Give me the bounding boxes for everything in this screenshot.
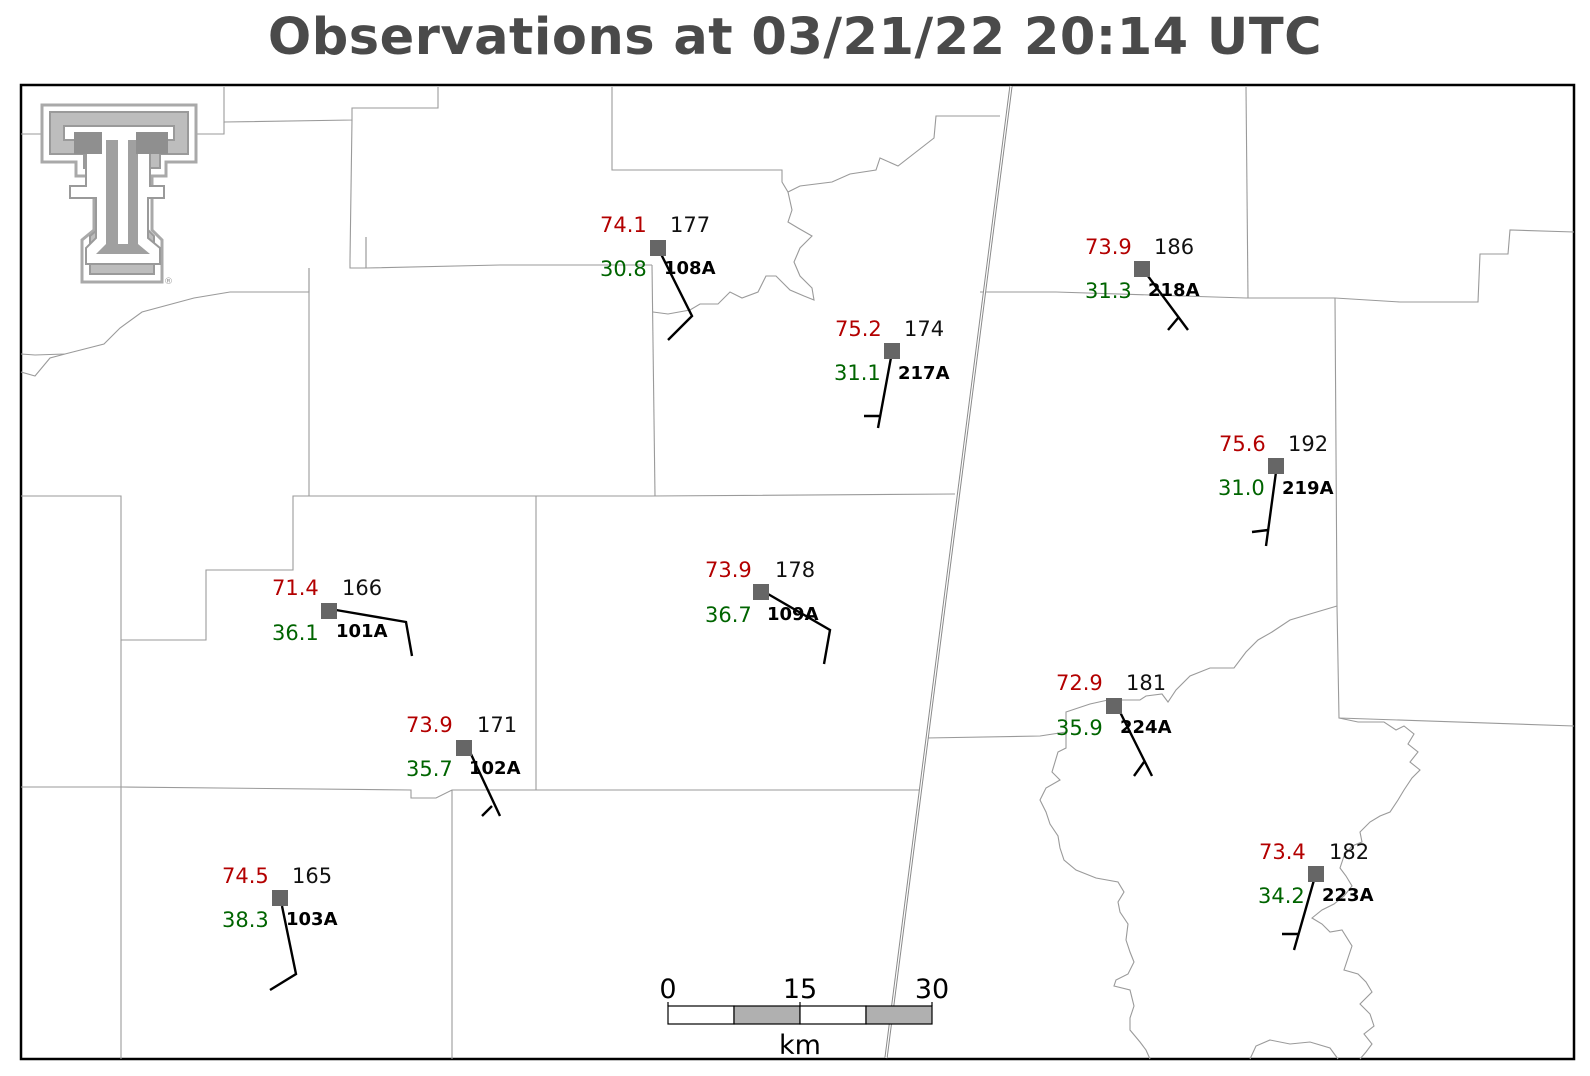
- dewpoint-value: 34.2: [1258, 884, 1305, 908]
- registered-mark: ®: [164, 277, 173, 287]
- station-id: 223A: [1322, 885, 1374, 906]
- wind-barb: [1118, 711, 1154, 777]
- pressure-value: 171: [477, 713, 517, 737]
- map-title: Observations at 03/21/22 20:14 UTC: [267, 8, 1323, 67]
- wind-barb: [1282, 879, 1316, 951]
- station-219A[interactable]: 75.6 192 31.0 219A: [1218, 432, 1334, 547]
- temperature-value: 74.1: [600, 213, 647, 237]
- station-id: 108A: [664, 258, 716, 279]
- wind-barb: [1251, 471, 1278, 547]
- station-101A[interactable]: 71.4 166 36.1 101A: [272, 576, 414, 657]
- temperature-value: 71.4: [272, 576, 319, 600]
- dewpoint-value: 36.7: [705, 603, 752, 627]
- station-marker: [753, 584, 769, 600]
- station-224A[interactable]: 72.9 181 35.9 224A: [1056, 671, 1172, 777]
- dewpoint-value: 35.7: [406, 757, 453, 781]
- station-id: 109A: [767, 604, 819, 625]
- temperature-value: 73.9: [1085, 235, 1132, 259]
- station-marker: [650, 240, 666, 256]
- dewpoint-value: 30.8: [600, 257, 647, 281]
- scale-tick-30: 30: [915, 974, 949, 1005]
- state-boundary: [884, 85, 1013, 1059]
- station-marker: [1106, 698, 1122, 714]
- station-109A[interactable]: 73.9 178 36.7 109A: [705, 558, 832, 665]
- station-108A[interactable]: 74.1 177 30.8 108A: [600, 213, 716, 341]
- station-marker: [884, 343, 900, 359]
- station-id: 218A: [1148, 280, 1200, 301]
- station-id: 219A: [1282, 478, 1334, 499]
- temperature-value: 75.2: [835, 317, 882, 341]
- wind-barb: [468, 751, 502, 817]
- station-marker: [321, 603, 337, 619]
- wind-barb: [864, 351, 894, 429]
- pressure-value: 182: [1329, 840, 1369, 864]
- scale-tick-0: 0: [659, 974, 676, 1005]
- station-id: 103A: [286, 909, 338, 930]
- pressure-value: 186: [1154, 235, 1194, 259]
- wind-barb: [656, 247, 694, 341]
- station-marker: [272, 890, 288, 906]
- station-217A[interactable]: 75.2 174 31.1 217A: [834, 317, 950, 429]
- station-marker: [1308, 866, 1324, 882]
- station-id: 217A: [898, 363, 950, 384]
- station-id: 101A: [336, 621, 388, 642]
- pressure-value: 192: [1288, 432, 1328, 456]
- temperature-value: 74.5: [222, 864, 269, 888]
- dewpoint-value: 35.9: [1056, 716, 1103, 740]
- county-boundaries: [20, 86, 1575, 1060]
- texas-tech-logo: [40, 103, 198, 284]
- station-223A[interactable]: 73.4 182 34.2 223A: [1258, 840, 1374, 951]
- pressure-value: 174: [904, 317, 944, 341]
- wind-barb: [1141, 267, 1189, 331]
- dewpoint-value: 36.1: [272, 621, 319, 645]
- pressure-value: 178: [775, 558, 815, 582]
- wind-barb: [269, 905, 298, 992]
- wind-barb: [767, 592, 832, 665]
- station-id: 224A: [1120, 717, 1172, 738]
- station-id: 102A: [469, 758, 521, 779]
- dewpoint-value: 38.3: [222, 908, 269, 932]
- station-marker: [1268, 458, 1284, 474]
- scale-unit: km: [779, 1030, 821, 1061]
- dewpoint-value: 31.0: [1218, 476, 1265, 500]
- station-plots: 74.1 177 30.8 108A 75.2 174 31.1 217A 73…: [222, 213, 1374, 992]
- pressure-value: 165: [292, 864, 332, 888]
- station-marker: [1134, 261, 1150, 277]
- station-218A[interactable]: 73.9 186 31.3 218A: [1085, 235, 1200, 331]
- scale-bar: 0 15 30 km: [659, 974, 949, 1061]
- pressure-value: 181: [1126, 671, 1166, 695]
- temperature-value: 73.9: [705, 558, 752, 582]
- wind-barb: [335, 608, 414, 657]
- station-103A[interactable]: 74.5 165 38.3 103A: [222, 864, 338, 992]
- temperature-value: 75.6: [1219, 432, 1266, 456]
- dewpoint-value: 31.3: [1085, 279, 1132, 303]
- pressure-value: 177: [670, 213, 710, 237]
- station-marker: [456, 740, 472, 756]
- pressure-value: 166: [342, 576, 382, 600]
- temperature-value: 72.9: [1056, 671, 1103, 695]
- scale-tick-15: 15: [783, 974, 817, 1005]
- station-102A[interactable]: 73.9 171 35.7 102A: [406, 713, 521, 817]
- temperature-value: 73.9: [406, 713, 453, 737]
- temperature-value: 73.4: [1259, 840, 1306, 864]
- dewpoint-value: 31.1: [834, 361, 881, 385]
